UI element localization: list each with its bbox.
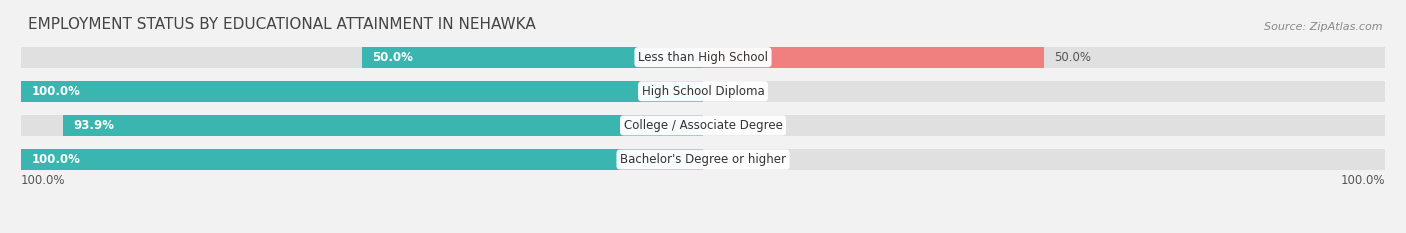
- Text: Less than High School: Less than High School: [638, 51, 768, 64]
- Bar: [21, 81, 703, 102]
- Bar: [703, 47, 1385, 68]
- Bar: [363, 47, 703, 68]
- Text: 100.0%: 100.0%: [31, 85, 80, 98]
- Bar: [21, 81, 703, 102]
- Text: 0.0%: 0.0%: [713, 153, 742, 166]
- Bar: [21, 149, 703, 170]
- Text: 100.0%: 100.0%: [31, 153, 80, 166]
- Text: 100.0%: 100.0%: [1340, 174, 1385, 187]
- Bar: [21, 47, 703, 68]
- Bar: [703, 115, 1385, 136]
- Text: EMPLOYMENT STATUS BY EDUCATIONAL ATTAINMENT IN NEHAWKA: EMPLOYMENT STATUS BY EDUCATIONAL ATTAINM…: [28, 17, 536, 32]
- Text: College / Associate Degree: College / Associate Degree: [624, 119, 782, 132]
- Bar: [703, 47, 1045, 68]
- Bar: [703, 149, 1385, 170]
- Text: 0.0%: 0.0%: [713, 119, 742, 132]
- Bar: [21, 149, 703, 170]
- Text: 0.0%: 0.0%: [713, 85, 742, 98]
- Text: 50.0%: 50.0%: [1054, 51, 1091, 64]
- Text: High School Diploma: High School Diploma: [641, 85, 765, 98]
- Bar: [63, 115, 703, 136]
- Text: Source: ZipAtlas.com: Source: ZipAtlas.com: [1264, 22, 1382, 32]
- Text: 93.9%: 93.9%: [73, 119, 114, 132]
- Bar: [703, 81, 1385, 102]
- Legend: In Labor Force, Unemployed: In Labor Force, Unemployed: [596, 230, 810, 233]
- Text: Bachelor's Degree or higher: Bachelor's Degree or higher: [620, 153, 786, 166]
- Text: 50.0%: 50.0%: [373, 51, 413, 64]
- Bar: [21, 115, 703, 136]
- Text: 100.0%: 100.0%: [21, 174, 66, 187]
